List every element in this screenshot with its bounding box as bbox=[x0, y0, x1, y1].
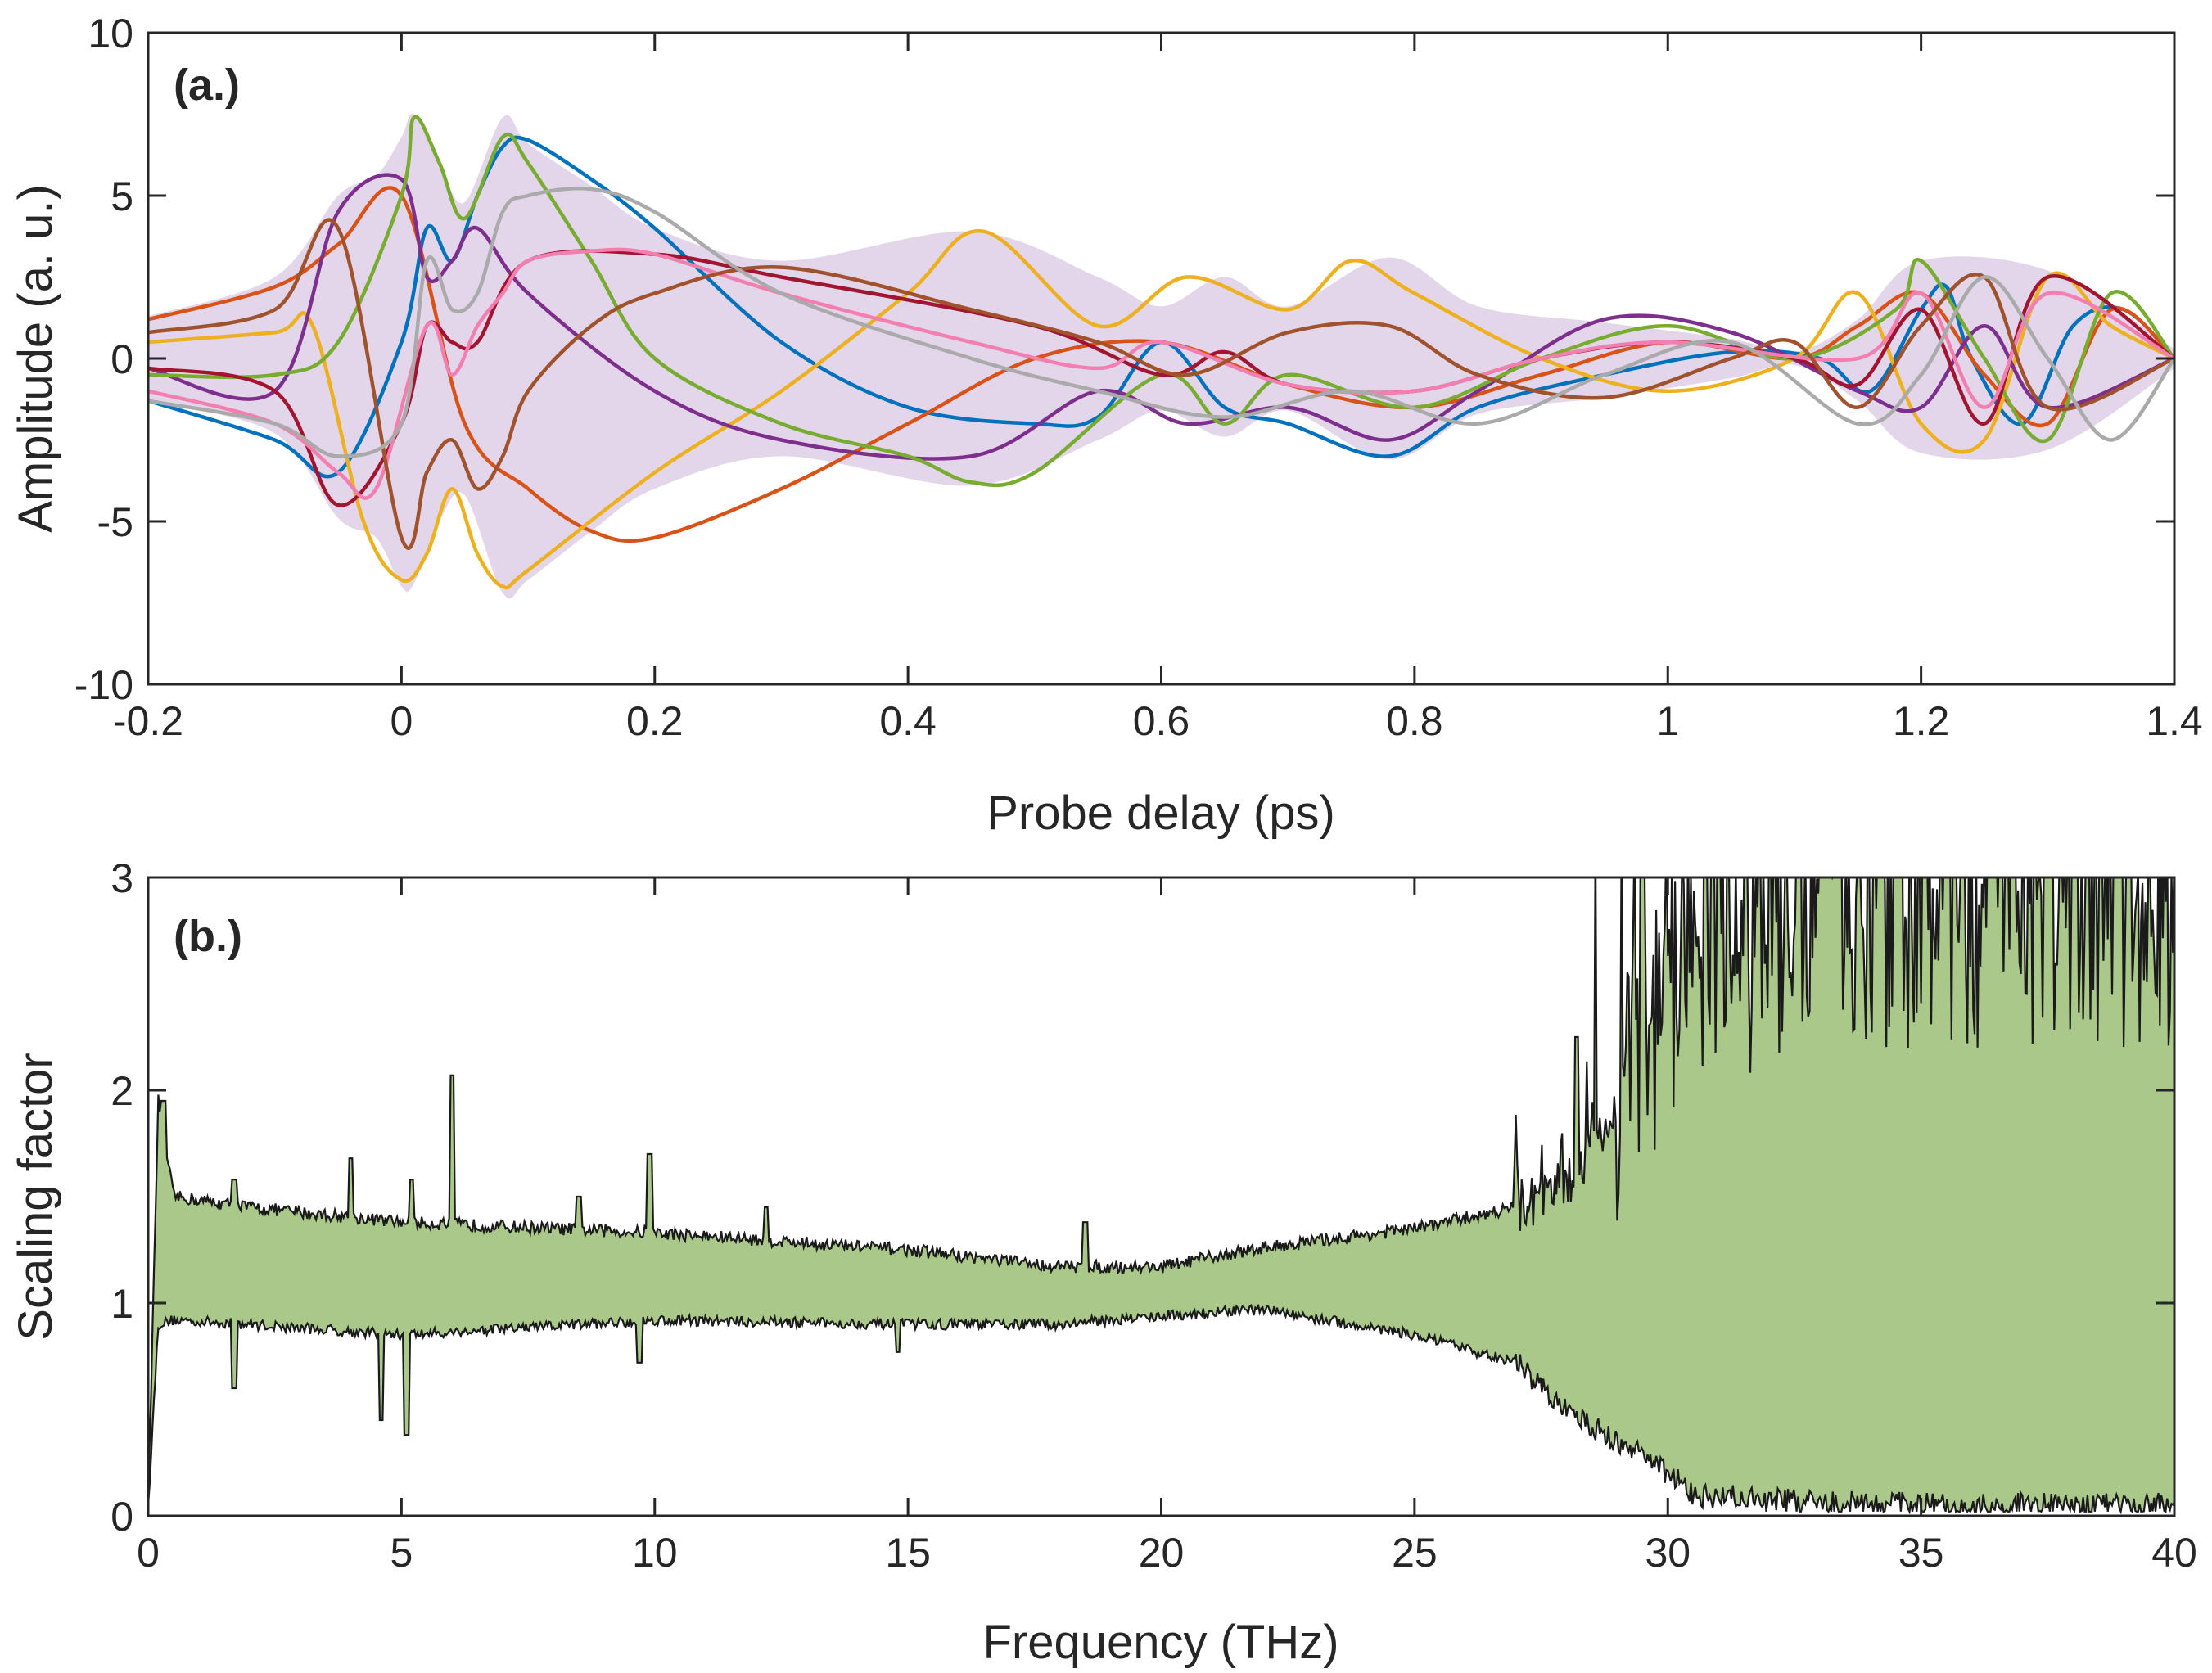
series-line-s9 bbox=[148, 186, 2174, 458]
panel-a-xlabel: Probe delay (ps) bbox=[986, 787, 1335, 840]
panel-a-label: (a.) bbox=[174, 61, 240, 110]
upper-bound-line bbox=[148, 877, 2174, 1506]
envelope-area bbox=[148, 113, 2174, 599]
y-tick-label: 0 bbox=[111, 336, 133, 382]
x-tick-label: 20 bbox=[1139, 1530, 1185, 1576]
x-tick-label: 25 bbox=[1392, 1530, 1438, 1576]
y-tick-label: 1 bbox=[111, 1281, 133, 1327]
y-tick-label: 2 bbox=[111, 1068, 133, 1114]
x-tick-label: 0.6 bbox=[1133, 698, 1190, 744]
x-tick-label: 0.8 bbox=[1386, 698, 1443, 744]
series-line-s7 bbox=[148, 247, 2174, 500]
x-tick-label: 40 bbox=[2151, 1530, 2197, 1576]
y-tick-label: 0 bbox=[111, 1494, 133, 1540]
series-line-s5 bbox=[148, 115, 2174, 488]
x-tick-label: 0.2 bbox=[626, 698, 684, 744]
scaling-band-fill bbox=[148, 877, 2174, 1512]
series-line-s6 bbox=[148, 249, 2174, 507]
x-tick-label: 35 bbox=[1898, 1530, 1944, 1576]
panel-a-frame bbox=[147, 31, 2176, 686]
x-tick-label: 1.2 bbox=[1893, 698, 1950, 744]
x-tick-label: -0.2 bbox=[113, 698, 183, 744]
x-tick-label: 1.4 bbox=[2146, 698, 2203, 744]
x-tick-label: 10 bbox=[632, 1530, 678, 1576]
x-tick-label: 0.4 bbox=[879, 698, 937, 744]
x-tick-label: 5 bbox=[390, 1530, 413, 1576]
x-tick-label: 0 bbox=[137, 1530, 160, 1576]
panel-b-ylabel: Scaling factor bbox=[9, 1053, 62, 1340]
y-tick-label: -10 bbox=[74, 662, 133, 708]
panel-b: 0 5 10 15 20 25 30 35 40 0 1 2 3 (b.) Frequency (THz… bbox=[9, 855, 2197, 1669]
x-tick-label: 15 bbox=[885, 1530, 931, 1576]
y-tick-label: 3 bbox=[111, 855, 133, 901]
x-tick-label: 1 bbox=[1656, 698, 1679, 744]
series-line-s2 bbox=[148, 186, 2174, 543]
panel-b-frame bbox=[147, 876, 2176, 1517]
x-tick-label: 30 bbox=[1645, 1530, 1691, 1576]
x-tick-label: 0 bbox=[390, 698, 413, 744]
panel-a-ylabel: Amplitude (a. u.) bbox=[9, 184, 62, 533]
panel-b-xlabel: Frequency (THz) bbox=[982, 1616, 1338, 1669]
y-tick-label: 5 bbox=[111, 174, 133, 219]
panel-b-label: (b.) bbox=[174, 912, 242, 961]
lower-bound-line bbox=[148, 1303, 2174, 1515]
y-tick-label: 10 bbox=[88, 11, 133, 56]
panel-a: -0.2 0 0.2 0.4 0.6 0.8 1 1.2 1.4 -10 -5 0 5 10 (a.) P… bbox=[9, 11, 2203, 840]
series-line-s8 bbox=[148, 218, 2174, 550]
y-tick-label: -5 bbox=[97, 499, 133, 545]
